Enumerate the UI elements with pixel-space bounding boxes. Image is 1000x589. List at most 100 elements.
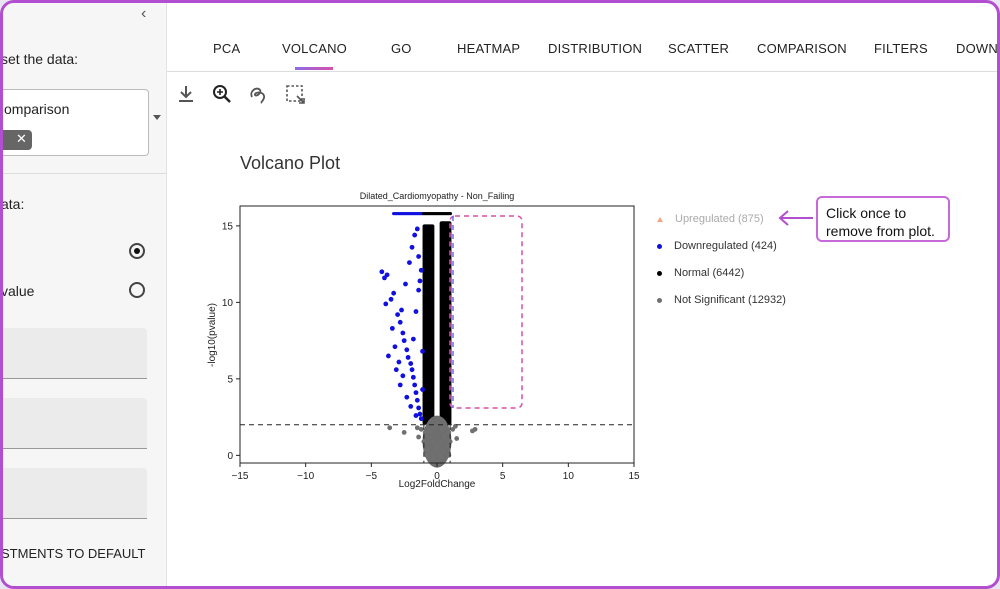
sidebar-collapse-icon[interactable]: [3, 11, 5, 29]
tab-distribution[interactable]: DISTRIBUTION: [548, 41, 643, 56]
downregulated-point: [416, 405, 422, 411]
legend-item-not[interactable]: Not Significant (12932): [657, 294, 786, 306]
downregulated-point: [413, 413, 419, 418]
input-field-3[interactable]: [3, 468, 147, 519]
not-significant-point: [445, 443, 450, 449]
x-axis-label: Log2FoldChange: [399, 479, 476, 490]
y-tick-label: 0: [227, 451, 233, 462]
downregulated-point: [405, 355, 411, 360]
downregulated-point: [414, 397, 420, 403]
tab-heatmap[interactable]: HEATMAP: [457, 41, 521, 56]
zoom-icon[interactable]: [211, 83, 233, 105]
reset-button[interactable]: STMENTS TO DEFAULT: [3, 546, 146, 561]
arrow-left-icon: [778, 210, 813, 226]
not-significant-point: [447, 439, 453, 444]
legend-label: Downregulated (424): [674, 240, 777, 252]
downregulated-point: [384, 272, 390, 278]
downregulated-point: [410, 374, 416, 380]
tab-pca[interactable]: PCA: [213, 41, 241, 56]
downregulated-point: [409, 244, 415, 250]
downregulated-point: [386, 353, 391, 359]
downregulated-point: [399, 307, 404, 313]
not-significant-point: [387, 425, 393, 431]
input-field-1[interactable]: [3, 328, 147, 379]
not-significant-point: [430, 439, 436, 444]
legend-label: Normal (6442): [674, 267, 745, 279]
legend-item-downregulated[interactable]: Downregulated (424): [657, 240, 777, 252]
comparison-select[interactable]: omparison ✕: [3, 89, 149, 156]
radio-option-2[interactable]: [129, 282, 145, 298]
downregulated-point: [404, 347, 410, 353]
downregulated-point: [418, 416, 424, 422]
not-significant-point: [421, 439, 427, 444]
box-select-icon[interactable]: [284, 83, 306, 105]
tab-filters[interactable]: FILTERS: [874, 41, 928, 56]
legend-item-upregulated[interactable]: Upregulated (875): [657, 213, 764, 225]
not-significant-point: [414, 425, 420, 431]
chart-title: Dilated_Cardiomyopathy - Non_Failing: [360, 191, 515, 201]
downregulated-point: [418, 267, 424, 273]
lasso-icon[interactable]: [247, 83, 269, 105]
selected-chip: ✕: [3, 130, 32, 150]
legend-marker: [657, 297, 662, 303]
callout-tooltip: Click once to remove from plot.: [816, 196, 950, 242]
downregulated-point: [393, 367, 399, 373]
volcano-chart[interactable]: Dilated_Cardiomyopathy - Non_Failing −15…: [167, 183, 647, 503]
downregulated-point: [403, 281, 408, 287]
chip-close-icon[interactable]: ✕: [16, 131, 27, 146]
x-tick-label: −15: [232, 471, 249, 482]
not-significant-point: [416, 434, 422, 440]
sidebar: ‹ set the data: omparison ✕ ata: value S…: [3, 3, 167, 586]
sidebar-collapse-icon[interactable]: ‹: [141, 5, 147, 22]
downregulated-point: [401, 338, 407, 344]
not-significant-point: [426, 434, 432, 440]
y-tick-label: 5: [227, 374, 233, 385]
input-field-2[interactable]: [3, 398, 147, 449]
normal-band-1: [439, 221, 452, 425]
downregulated-point: [395, 312, 400, 318]
downregulated-point: [389, 325, 395, 331]
downregulated-point: [413, 309, 419, 314]
subset-label: set the data:: [3, 51, 79, 67]
not-significant-point: [454, 436, 460, 441]
y-tick-label: 15: [222, 221, 234, 232]
not-significant-point: [442, 434, 448, 440]
legend-label: Not Significant (12932): [674, 294, 786, 306]
not-significant-point: [401, 430, 407, 435]
downregulated-point: [420, 387, 425, 392]
radio-option-1[interactable]: [129, 243, 145, 259]
downregulated-point: [391, 290, 397, 296]
x-tick-label: 0: [434, 471, 440, 482]
top-row-point: [448, 212, 452, 216]
downregulated-point: [400, 330, 406, 336]
chevron-down-icon[interactable]: [153, 115, 161, 120]
not-significant-point: [438, 439, 444, 444]
tab-go[interactable]: GO: [391, 41, 412, 56]
downregulated-point: [409, 367, 415, 373]
divider: [3, 173, 166, 174]
not-significant-point: [438, 454, 444, 460]
not-significant-point: [446, 430, 452, 435]
downregulated-point: [417, 278, 423, 284]
not-significant-point: [429, 449, 435, 455]
tab-comparison[interactable]: COMPARISON: [757, 41, 847, 56]
y-tick-label: 10: [222, 298, 234, 309]
not-significant-point: [425, 446, 431, 452]
tab-scatter[interactable]: SCATTER: [668, 41, 730, 56]
x-tick-label: 5: [500, 471, 506, 482]
legend-item-normal[interactable]: Normal (6442): [657, 267, 744, 279]
downregulated-point: [408, 403, 414, 409]
not-significant-point: [424, 452, 429, 458]
not-significant-point: [422, 430, 428, 435]
x-tick-label: 15: [628, 471, 640, 482]
comparison-label: omparison: [4, 101, 70, 117]
not-significant-point: [472, 426, 478, 432]
download-icon[interactable]: [175, 83, 197, 105]
downregulated-point: [392, 344, 398, 350]
legend-marker: [657, 216, 663, 222]
tab-download[interactable]: DOWNL: [956, 41, 998, 56]
radio-option-2-label: value: [3, 283, 35, 299]
downregulated-point: [397, 382, 403, 388]
legend-label: Upregulated (875): [675, 213, 764, 225]
tab-volcano[interactable]: VOLCANO: [282, 41, 347, 56]
